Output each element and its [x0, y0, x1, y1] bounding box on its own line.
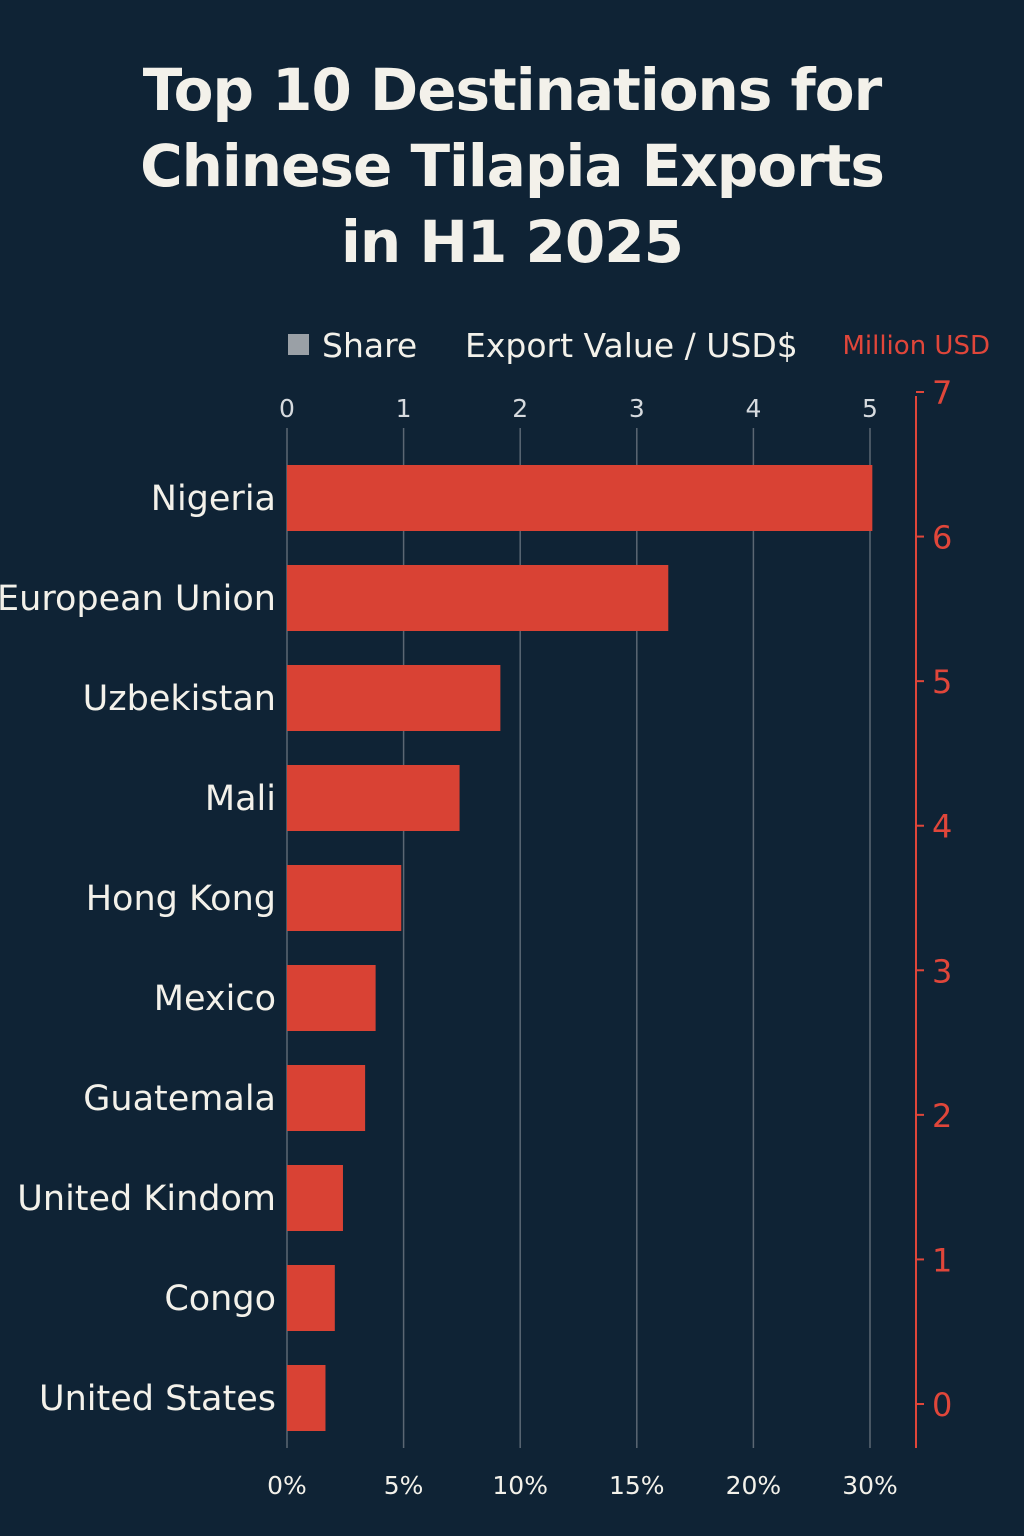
- legend-swatch-share: [288, 334, 309, 355]
- right-tick-label-6: 6: [932, 519, 952, 557]
- top-tick-label-2: 2: [512, 394, 528, 423]
- bar-0: [287, 465, 873, 531]
- right-tick-label-7: 7: [932, 374, 952, 412]
- category-label-1: European Union: [0, 579, 276, 619]
- bottom-tick-label-0: 0%: [267, 1471, 307, 1500]
- bottom-tick-label-3: 15%: [609, 1471, 665, 1500]
- legend: Share Export Value / USD$ Million USD: [288, 326, 990, 365]
- right-tick-label-2: 2: [932, 1097, 952, 1135]
- bottom-tick-label-1: 5%: [384, 1471, 424, 1500]
- category-label-2: Uzbekistan: [83, 679, 276, 719]
- bar-8: [287, 1265, 335, 1331]
- top-tick-label-5: 5: [862, 394, 878, 423]
- category-label-4: Hong Kong: [86, 879, 276, 919]
- bar-3: [287, 765, 460, 831]
- category-label-8: Congo: [164, 1279, 276, 1319]
- top-axis-ticks: 0 1 2 3 4 5: [279, 394, 878, 423]
- bottom-tick-label-4: 20%: [726, 1471, 782, 1500]
- top-tick-label-0: 0: [279, 394, 295, 423]
- right-tick-label-4: 4: [932, 808, 952, 846]
- category-labels: Nigeria European Union Uzbekistan Mali Hong …: [0, 479, 276, 1419]
- top-tick-label-3: 3: [629, 394, 645, 423]
- bar-5: [287, 965, 376, 1031]
- bar-6: [287, 1065, 366, 1131]
- bar-4: [287, 865, 402, 931]
- bar-1: [287, 565, 669, 631]
- right-tick-label-5: 5: [932, 663, 952, 701]
- category-label-6: Guatemala: [83, 1079, 276, 1119]
- category-label-0: Nigeria: [151, 479, 276, 519]
- category-label-3: Mali: [205, 779, 276, 819]
- right-tick-label-1: 1: [932, 1241, 952, 1279]
- bar-9: [287, 1365, 326, 1431]
- top-tick-label-1: 1: [396, 394, 412, 423]
- category-label-7: United Kindom: [17, 1179, 276, 1219]
- category-label-9: United States: [39, 1379, 276, 1419]
- right-tick-label-3: 3: [932, 952, 952, 990]
- category-label-5: Mexico: [154, 979, 276, 1019]
- legend-label-export-value: Export Value / USD$: [465, 326, 798, 365]
- right-axis-unit-label: Million USD: [842, 331, 990, 361]
- bottom-tick-label-5: 30%: [842, 1471, 898, 1500]
- bottom-axis-ticks: 0% 5% 10% 15% 20% 30%: [267, 1471, 898, 1500]
- bottom-tick-label-2: 10%: [492, 1471, 548, 1500]
- right-axis: 0 1 2 3 4 5 6 7: [915, 374, 952, 1448]
- legend-label-share: Share: [322, 326, 417, 365]
- bars: [287, 465, 873, 1431]
- right-tick-label-0: 0: [932, 1386, 952, 1424]
- chart-title: Top 10 Destinations for Chinese Tilapia …: [140, 56, 885, 276]
- bar-7: [287, 1165, 343, 1231]
- bar-2: [287, 665, 501, 731]
- top-tick-label-4: 4: [745, 394, 761, 423]
